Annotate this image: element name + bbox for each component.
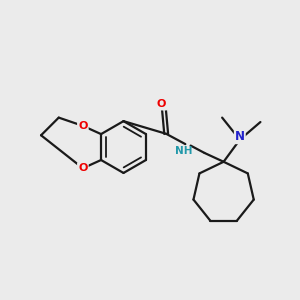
Text: NH: NH [175, 146, 193, 156]
Text: O: O [78, 163, 88, 173]
Text: O: O [78, 121, 88, 131]
Text: O: O [157, 99, 166, 110]
Text: N: N [235, 130, 245, 143]
